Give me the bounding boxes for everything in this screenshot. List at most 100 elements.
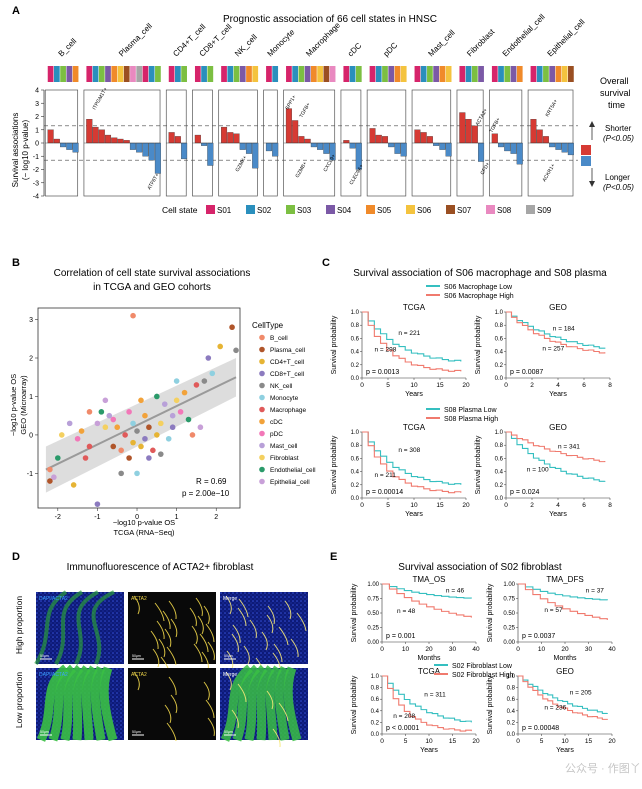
survival-bar xyxy=(111,137,118,144)
scatter-point xyxy=(161,401,168,407)
survival-bar xyxy=(207,142,214,166)
scatter-point xyxy=(122,432,128,438)
panel-a-ylabel-line1: Survival associations xyxy=(11,113,20,188)
survival-bar xyxy=(168,132,175,144)
scatter-point xyxy=(118,447,124,454)
a-ytick-label: 1 xyxy=(35,127,39,134)
shorter-arrowhead xyxy=(589,121,595,127)
b-ytick-label: -1 xyxy=(27,471,33,478)
panel-b: B Correlation of cell state survival ass… xyxy=(9,257,316,537)
km-ytick-label: 0.4 xyxy=(371,709,380,715)
km-curve-high xyxy=(506,431,606,463)
b-ytick-label: 2 xyxy=(29,356,33,363)
celltype-swatch xyxy=(259,346,265,353)
if-image: ACTA2 50μm xyxy=(128,668,216,742)
celltype-swatch xyxy=(259,478,265,485)
panel-b-scatter: -2 -1 0 1 2 -1 0 1 2 3 xyxy=(27,307,241,521)
panel-e-km-plots: Survival probability 1.000.750.500.250.00… xyxy=(351,575,616,754)
state-strip-cell xyxy=(221,66,227,82)
survival-bar xyxy=(252,142,259,169)
km-plot: Survival probability 1.0 0.8 0.6 0.4 0.2 0.00 5… xyxy=(351,667,480,754)
b-ytick-label: 1 xyxy=(29,394,33,401)
km-curve-low xyxy=(362,431,462,485)
celltype-swatch xyxy=(259,406,265,413)
scatter-point xyxy=(98,409,105,415)
state-swatch xyxy=(446,205,455,214)
state-strip-cell xyxy=(394,66,401,82)
b-xtick-label: 2 xyxy=(214,514,218,521)
km-ytick-label: 1.0 xyxy=(495,430,504,436)
km-ytick-label: 0.8 xyxy=(351,323,360,329)
green-stroma xyxy=(274,665,290,741)
green-stroma xyxy=(90,665,106,741)
celltype-label: Mast_cell xyxy=(426,28,456,58)
km-curve-high xyxy=(518,675,608,720)
green-stroma xyxy=(60,664,84,741)
km-n-high: n = 257 xyxy=(542,345,564,352)
scatter-point xyxy=(233,347,239,354)
longer-label: Longer xyxy=(605,173,630,182)
state-legend-label: S01 xyxy=(217,206,232,215)
survival-bar xyxy=(536,129,543,144)
km-n-low: n = 46 xyxy=(446,588,465,595)
survival-bar xyxy=(504,142,511,152)
km-ytick-label: 0.2 xyxy=(495,483,504,489)
survival-bar xyxy=(349,142,356,149)
survival-bar xyxy=(104,134,112,144)
km-plot: Survival probability 1.00 0.75 0.50 0.25 0.00… xyxy=(351,575,480,662)
state-strip-cell xyxy=(92,66,99,82)
km-curve-low xyxy=(382,675,472,723)
scatter-point xyxy=(142,435,148,442)
survival-bar xyxy=(369,128,376,144)
km-xtick-label: 15 xyxy=(436,382,444,389)
celltype-legend-label: Endothelial_cell xyxy=(270,467,316,474)
survival-bar xyxy=(433,142,440,146)
state-strip-cell xyxy=(343,66,350,82)
celltype-label: pDC xyxy=(382,41,400,59)
acta2-fiber xyxy=(243,645,250,665)
state-strip-cell xyxy=(246,66,252,82)
km-cohort-title: TMA_OS xyxy=(413,575,446,584)
state-legend-label: S03 xyxy=(297,206,312,215)
state-legend-label: S07 xyxy=(457,206,472,215)
acta2-fiber xyxy=(273,643,283,663)
survival-bar xyxy=(459,112,466,144)
km-xtick-label: 20 xyxy=(462,502,470,509)
state-strip-cell xyxy=(478,66,484,82)
scatter-point xyxy=(169,412,176,419)
state-strip-cell xyxy=(459,66,466,82)
row-label-high: High proportion xyxy=(14,596,24,654)
gene-annotation: GZMB+ xyxy=(295,161,309,179)
survival-bar xyxy=(549,142,556,148)
km-pvalue: p = 0.00014 xyxy=(366,489,403,496)
acta2-fiber xyxy=(290,638,299,658)
state-swatch xyxy=(406,205,415,214)
state-strip-cell xyxy=(266,66,272,82)
km-ytick-label: 0.0 xyxy=(495,376,504,382)
scale-label: 50μm xyxy=(40,654,49,658)
km-pvalue: p = 0.00048 xyxy=(522,725,559,732)
survival-bar xyxy=(60,142,67,148)
state-strip-cell xyxy=(491,66,498,82)
state-strip-cell xyxy=(66,66,73,82)
legend-low-label: S08 Plasma Low xyxy=(444,407,497,414)
survival-bar xyxy=(400,142,407,157)
state-strip-cell xyxy=(561,66,568,82)
longer-swatch xyxy=(581,156,591,166)
longer-arrowhead xyxy=(589,181,595,187)
survival-bar xyxy=(129,142,136,150)
km-xtick-label: 30 xyxy=(449,646,457,653)
km-pvalue: p = 0.0087 xyxy=(510,369,543,376)
state-strip-cell xyxy=(382,66,388,82)
scatter-point xyxy=(78,428,85,434)
acta2-fiber xyxy=(166,722,177,742)
state-strip-cell xyxy=(369,66,376,82)
green-stroma xyxy=(232,664,261,742)
acta2-fiber xyxy=(249,619,257,639)
km-xtick-label: 10 xyxy=(561,738,569,745)
km-xtick-label: 5 xyxy=(386,382,390,389)
km-ytick-label: 0.4 xyxy=(507,709,516,715)
state-strip-cell xyxy=(543,66,549,82)
acta2-fiber xyxy=(154,602,165,622)
km-cohort-title: GEO xyxy=(549,423,567,432)
